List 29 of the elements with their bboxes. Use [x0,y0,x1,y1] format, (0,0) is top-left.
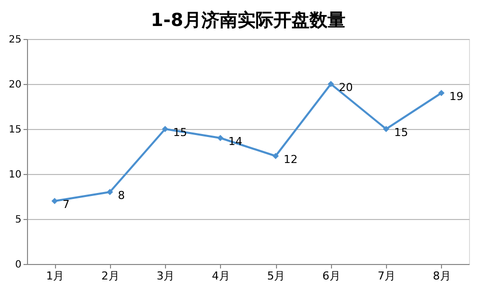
x-tick-label: 1月 [46,270,64,282]
y-tick-label: 20 [8,80,22,90]
chart-title: 1-8月济南实际开盘数量 [150,10,346,31]
x-tick-label: 5月 [267,270,286,282]
data-label: 20 [338,81,353,94]
x-tick-label: 4月 [212,270,230,282]
point [328,80,334,88]
data-label: 15 [394,126,408,139]
x-tick-label: 3月 [156,270,175,282]
point [51,198,58,204]
point [217,134,224,142]
y-tick-label: 15 [8,124,22,136]
x-tick-label: 8月 [432,270,451,282]
x-tick-label: 2月 [101,270,120,282]
y-tick-label: 25 [8,34,22,46]
data-label: 8 [118,189,125,202]
point [272,152,279,160]
data-label: 19 [449,90,464,103]
x-tick-label: 7月 [378,270,396,282]
y-tick-label: 0 [15,260,22,270]
point [106,188,114,196]
x-tick-label: 6月 [322,270,340,282]
y-tick-label: 10 [8,170,22,180]
point [162,126,168,132]
data-label: 12 [284,153,298,166]
point [438,90,445,96]
data-label: 7 [62,198,70,211]
y-tick-label: 5 [15,214,22,226]
point [382,126,390,132]
